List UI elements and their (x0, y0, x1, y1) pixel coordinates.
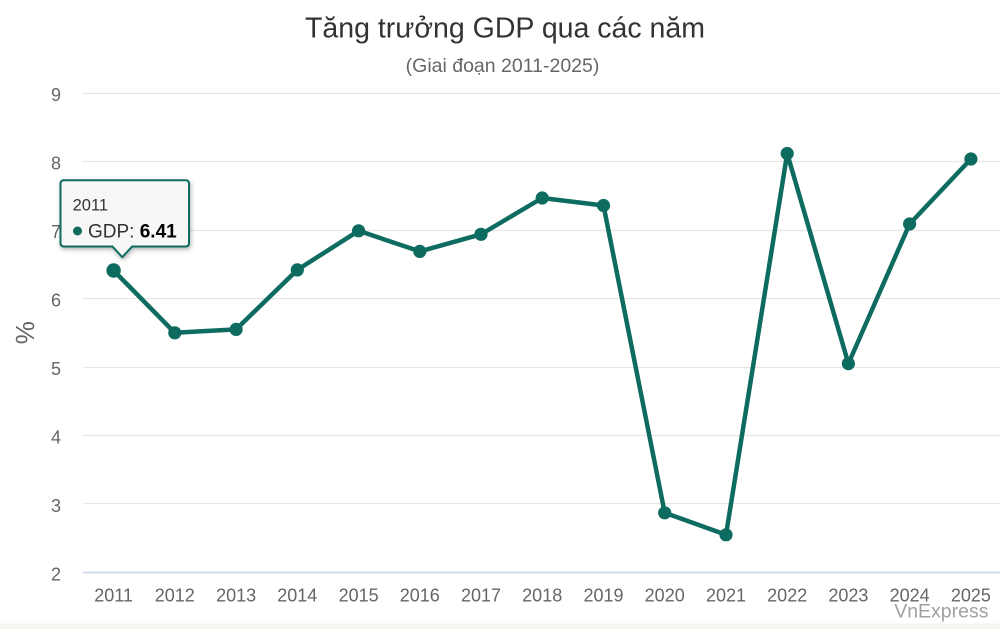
svg-text:2024: 2024 (890, 586, 930, 606)
svg-text:4: 4 (51, 428, 61, 448)
svg-text:2023: 2023 (828, 586, 868, 606)
svg-text:2012: 2012 (155, 586, 195, 606)
svg-text:2011: 2011 (94, 586, 133, 606)
svg-text:2015: 2015 (339, 586, 379, 606)
svg-text:Tăng trưởng GDP qua các năm: Tăng trưởng GDP qua các năm (305, 13, 705, 45)
svg-text:%: % (10, 321, 40, 344)
svg-text:(Giai đoạn 2011-2025): (Giai đoạn 2011-2025) (406, 55, 600, 77)
svg-text:9: 9 (51, 85, 61, 105)
svg-text:2011: 2011 (73, 197, 108, 215)
svg-text:2016: 2016 (400, 586, 440, 606)
svg-text:6: 6 (51, 291, 61, 311)
svg-text:8: 8 (51, 154, 61, 174)
svg-text:VnExpress: VnExpress (894, 601, 989, 623)
svg-text:5: 5 (51, 359, 61, 379)
svg-text:2013: 2013 (216, 586, 256, 606)
svg-text:2017: 2017 (461, 586, 501, 606)
svg-text:2021: 2021 (706, 586, 746, 606)
svg-text:2019: 2019 (583, 586, 623, 606)
svg-text:2025: 2025 (951, 586, 991, 606)
svg-text:2020: 2020 (645, 586, 685, 606)
svg-text:GDP: 6.41: GDP: 6.41 (88, 222, 177, 243)
svg-text:2014: 2014 (277, 586, 317, 606)
svg-text:2018: 2018 (522, 586, 562, 606)
svg-text:2: 2 (51, 564, 61, 584)
svg-text:3: 3 (51, 496, 61, 516)
svg-text:7: 7 (51, 222, 61, 242)
svg-text:2022: 2022 (767, 586, 807, 606)
